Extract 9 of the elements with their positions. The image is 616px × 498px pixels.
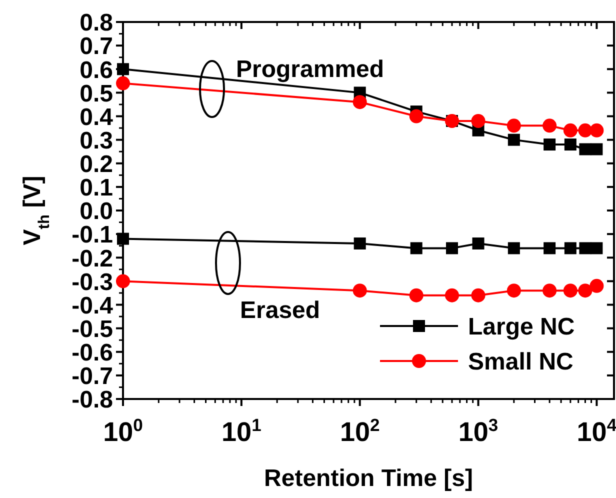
x-tick-label: 10$^{3}$ [458, 415, 498, 447]
x-axis-title: Retention Time [s] [264, 465, 473, 492]
annotation: Erased [240, 297, 320, 324]
legend-label: Large NC [468, 314, 575, 341]
legend-label: Small NC [468, 348, 574, 376]
x-tick-label: 10$^{2}$ [340, 415, 380, 447]
x-tick-label: 10$^{0}$ [103, 415, 144, 447]
annotation: Programmed [236, 56, 384, 83]
x-tick-label: 10$^{1}$ [222, 415, 262, 447]
